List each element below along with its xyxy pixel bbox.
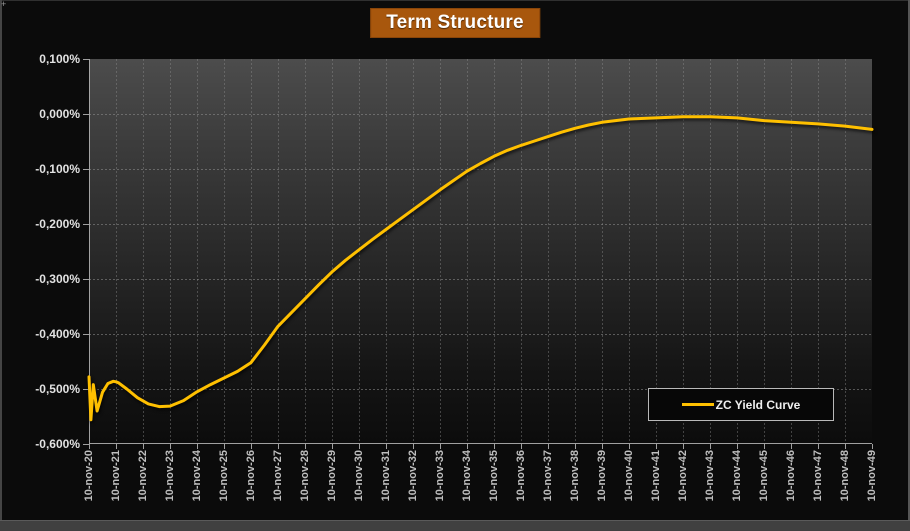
x-tick-label: 10-nov-49 <box>866 450 878 502</box>
x-tick-label: 10-nov-27 <box>272 450 284 502</box>
legend-line-swatch <box>681 403 714 406</box>
x-tick-label: 10-nov-21 <box>110 450 122 502</box>
window-border-left <box>0 0 2 531</box>
x-tick-label: 10-nov-42 <box>677 450 689 502</box>
x-tick-label: 10-nov-33 <box>434 450 446 502</box>
x-tick-label: 10-nov-31 <box>380 450 392 502</box>
x-tick-label: 10-nov-25 <box>218 450 230 502</box>
y-tick-label: -0,300% <box>35 272 80 286</box>
resize-handle-icon: + <box>1 0 7 9</box>
x-tick-label: 10-nov-48 <box>839 450 851 502</box>
x-tick-label: 10-nov-26 <box>245 450 257 502</box>
x-tick-label: 10-nov-29 <box>326 450 338 502</box>
x-tick-label: 10-nov-34 <box>461 450 473 502</box>
legend-box[interactable]: ZC Yield Curve <box>648 388 834 421</box>
plot-area <box>83 59 874 449</box>
zc-yield-curve-line <box>87 115 874 422</box>
gridlines-and-axes <box>83 59 873 449</box>
window-border-bottom <box>0 520 910 531</box>
chart-title: Term Structure <box>386 12 524 33</box>
y-tick-label: 0,000% <box>39 107 80 121</box>
x-tick-label: 10-nov-30 <box>353 450 365 502</box>
y-tick-label: -0,400% <box>35 327 80 341</box>
window-border-right <box>908 0 910 531</box>
y-tick-label: -0,100% <box>35 162 80 176</box>
x-tick-label: 10-nov-32 <box>407 450 419 502</box>
x-tick-label: 10-nov-41 <box>650 450 662 502</box>
x-tick-label: 10-nov-46 <box>785 450 797 502</box>
x-tick-label: 10-nov-37 <box>542 450 554 502</box>
x-tick-label: 10-nov-45 <box>758 450 770 502</box>
x-tick-label: 10-nov-28 <box>299 450 311 502</box>
y-tick-label: -0,200% <box>35 217 80 231</box>
window-border-top <box>0 0 910 1</box>
x-tick-label: 10-nov-44 <box>731 450 743 502</box>
x-tick-label: 10-nov-47 <box>812 450 824 502</box>
x-tick-label: 10-nov-35 <box>488 450 500 502</box>
x-tick-label: 10-nov-22 <box>137 450 149 502</box>
x-tick-label: 10-nov-38 <box>569 450 581 502</box>
x-tick-label: 10-nov-20 <box>83 450 95 502</box>
x-tick-label: 10-nov-23 <box>164 450 176 502</box>
x-tick-label: 10-nov-43 <box>704 450 716 502</box>
y-tick-label: 0,100% <box>39 52 80 66</box>
x-tick-label: 10-nov-39 <box>596 450 608 502</box>
y-tick-label: -0,500% <box>35 382 80 396</box>
x-tick-label: 10-nov-36 <box>515 450 527 502</box>
legend-label: ZC Yield Curve <box>715 397 801 412</box>
y-tick-label: -0,600% <box>35 437 80 451</box>
chart-title-box[interactable]: Term Structure <box>370 8 540 38</box>
x-tick-label: 10-nov-40 <box>623 450 635 502</box>
x-tick-label: 10-nov-24 <box>191 450 203 502</box>
